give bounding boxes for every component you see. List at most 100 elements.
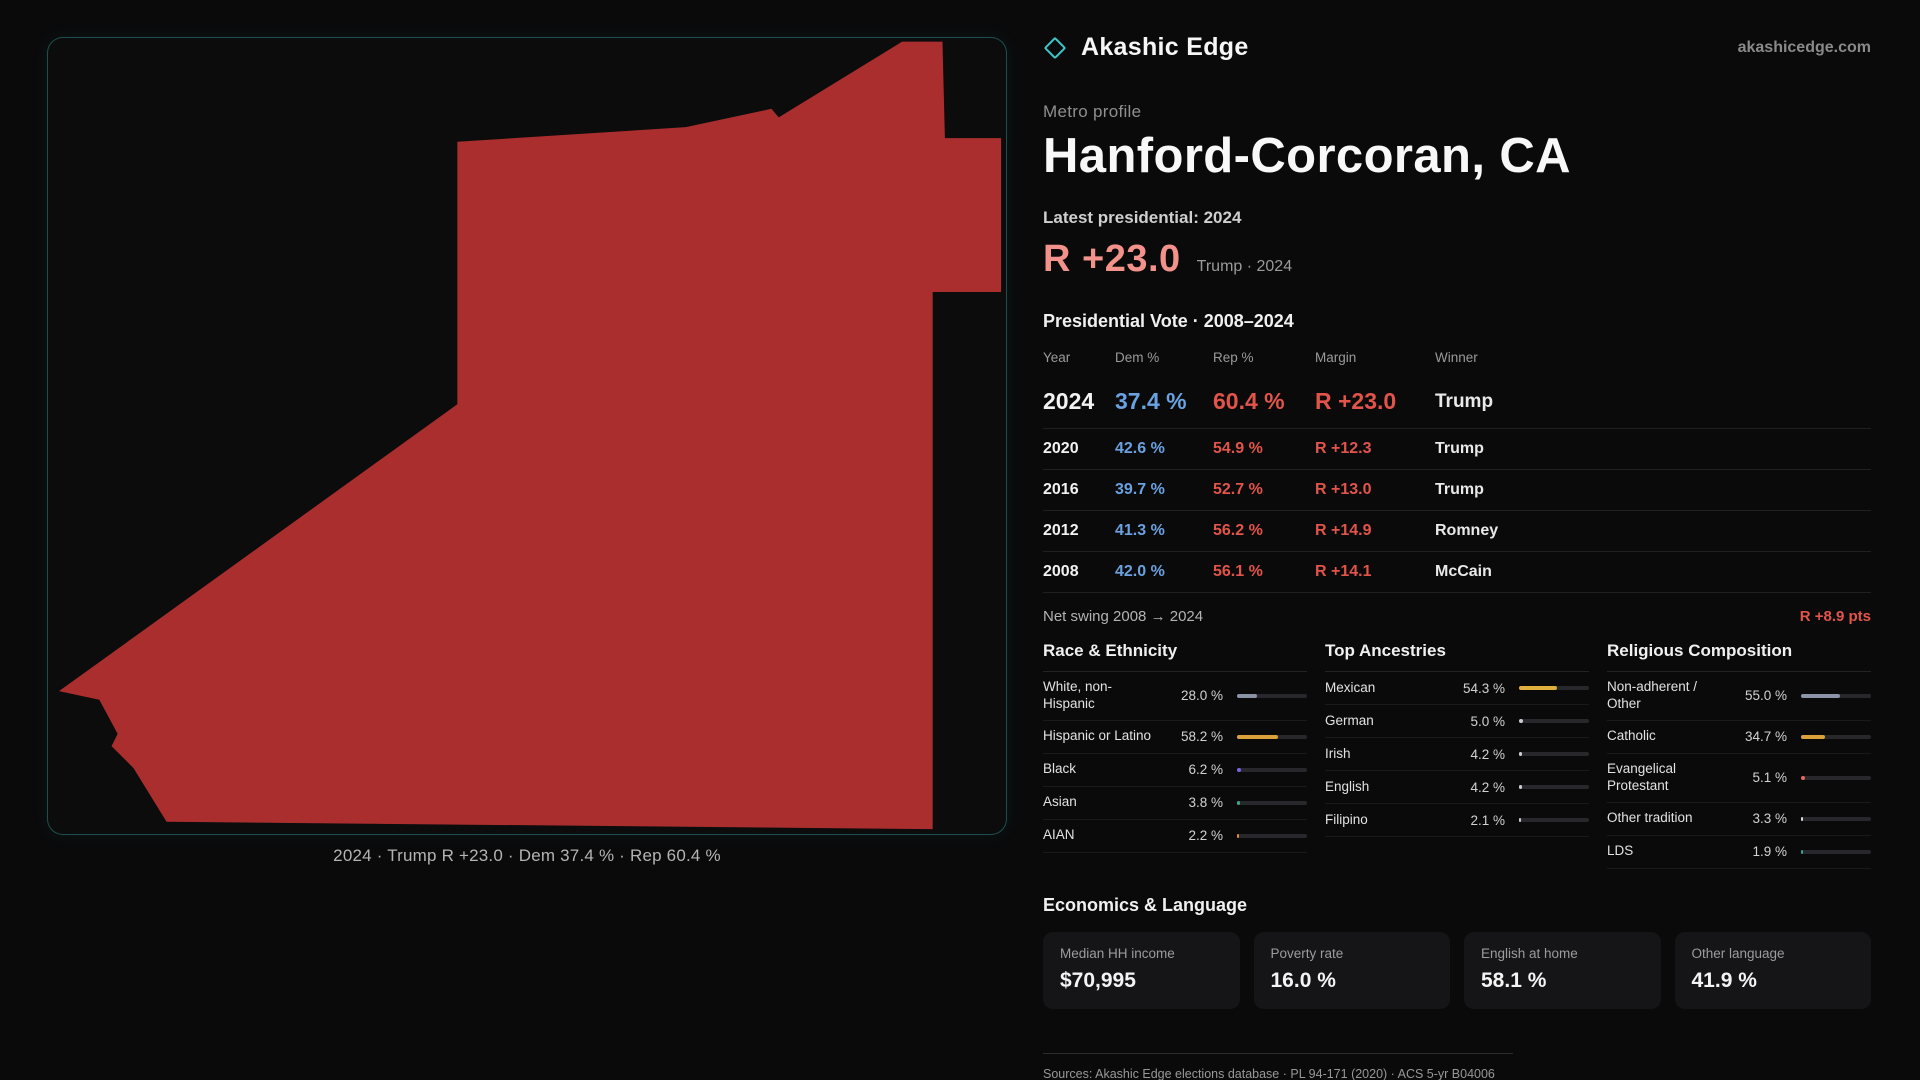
demo-value: 4.2 %: [1470, 746, 1505, 762]
brand-domain-link[interactable]: akashicedge.com: [1737, 38, 1871, 56]
demo-row: Catholic 34.7 %: [1607, 721, 1871, 754]
net-swing-label: Net swing 2008 → 2024: [1043, 608, 1204, 625]
vote-table-title: Presidential Vote · 2008–2024: [1043, 311, 1294, 331]
stat-label: Median HH income: [1060, 945, 1175, 961]
demo-bar-fill: [1237, 734, 1278, 739]
stat-label: English at home: [1481, 945, 1578, 961]
vote-margin: R +13.0: [1315, 481, 1372, 498]
demo-bar-fill: [1801, 734, 1826, 739]
county-map: [47, 37, 1007, 835]
vote-winner: Trump: [1435, 440, 1484, 457]
demo-label: White, non-Hispanic: [1043, 679, 1113, 711]
demo-bar: [1519, 785, 1589, 789]
vote-rep-share: 54.9 %: [1213, 440, 1263, 457]
demo-label: Asian: [1043, 794, 1077, 810]
demo-label: Black: [1043, 761, 1077, 777]
demo-row: Black 6.2 %: [1043, 754, 1307, 787]
demo-row: Mexican 54.3 %: [1325, 672, 1589, 705]
latest-presidential-label: Latest presidential: 2024: [1043, 208, 1242, 227]
demo-row: Other tradition 3.3 %: [1607, 803, 1871, 836]
demo-value: 54.3 %: [1462, 680, 1505, 696]
demo-row: White, non-Hispanic 28.0 %: [1043, 672, 1307, 721]
vote-dem-share: 37.4 %: [1115, 388, 1187, 414]
demo-col-title: Religious Composition: [1607, 641, 1871, 672]
stat-label: Poverty rate: [1270, 945, 1344, 961]
demo-bar: [1801, 849, 1871, 854]
vote-row-2020: 2020 42.6 % 54.9 % R +12.3 Trump: [1043, 429, 1871, 470]
demo-label: English: [1325, 778, 1370, 794]
brand-header: Akashic Edge akashicedge.com: [1043, 33, 1871, 62]
col-dem: Dem %: [1115, 350, 1160, 365]
stat-card: English at home 58.1 %: [1464, 931, 1661, 1009]
demo-bar: [1801, 775, 1871, 780]
demo-value: 3.8 %: [1188, 795, 1223, 811]
demo-value: 3.3 %: [1752, 811, 1787, 826]
demo-value: 1.9 %: [1752, 844, 1787, 859]
demo-value: 2.2 %: [1188, 828, 1223, 844]
demo-label: Evangelical Protestant: [1607, 760, 1677, 793]
vote-table: Year Dem % Rep % Margin Winner 2024 37.4 …: [1043, 344, 1871, 625]
eyebrow-label: Metro profile: [1043, 102, 1142, 121]
vote-margin: R +23.0: [1315, 388, 1397, 414]
demo-label: German: [1325, 712, 1374, 728]
demo-bar-fill: [1801, 693, 1840, 698]
demo-col-title: Race & Ethnicity: [1043, 641, 1307, 672]
headline-margin-value: R +23.0: [1043, 238, 1181, 280]
col-rep: Rep %: [1213, 350, 1254, 365]
econ-cards: Median HH income $70,995 Poverty rate 16.0 …: [1043, 931, 1871, 1009]
demo-bar: [1237, 693, 1307, 698]
demo-row: Filipino 2.1 %: [1325, 804, 1589, 837]
demo-bar-fill: [1519, 752, 1522, 756]
vote-winner: McCain: [1435, 563, 1492, 580]
demo-bar: [1237, 833, 1307, 838]
demo-label: Non-adherent / Other: [1607, 679, 1698, 711]
demo-bar-fill: [1519, 785, 1522, 789]
demo-col-title: Top Ancestries: [1325, 641, 1589, 672]
demo-bar-fill: [1237, 833, 1239, 838]
vote-year: 2020: [1043, 440, 1079, 457]
demo-bar: [1801, 734, 1871, 739]
demo-row: AIAN 2.2 %: [1043, 820, 1307, 853]
demo-bar: [1801, 693, 1871, 698]
vote-rep-share: 56.1 %: [1213, 563, 1263, 580]
vote-margin: R +14.9: [1315, 522, 1372, 539]
net-swing-row: Net swing 2008 → 2024 R +8.9 pts: [1043, 593, 1871, 625]
vote-dem-share: 39.7 %: [1115, 481, 1165, 498]
demo-value: 34.7 %: [1744, 729, 1787, 745]
demo-bar: [1519, 752, 1589, 756]
vote-rep-share: 56.2 %: [1213, 522, 1263, 539]
headline-margin: R +23.0 Trump · 2024: [1043, 238, 1871, 281]
vote-row-2012: 2012 41.3 % 56.2 % R +14.9 Romney: [1043, 511, 1871, 552]
demo-row: Hispanic or Latino 58.2 %: [1043, 721, 1307, 754]
demo-bar: [1519, 686, 1589, 690]
demo-bar: [1237, 767, 1307, 772]
demo-bar-fill: [1519, 719, 1523, 723]
demo-value: 55.0 %: [1744, 688, 1787, 704]
demo-rows-ancestries: Mexican 54.3 % German 5.0 % Irish 4.2 % Englis…: [1325, 672, 1589, 837]
vote-dem-share: 42.0 %: [1115, 563, 1165, 580]
demo-bar: [1801, 816, 1871, 821]
demo-bar-fill: [1801, 775, 1805, 780]
vote-table-header: Year Dem % Rep % Margin Winner: [1043, 344, 1871, 375]
stat-value: 16.0 %: [1270, 968, 1336, 992]
col-year: Year: [1043, 350, 1071, 365]
footer: Sources: Akashic Edge elections database…: [1043, 1052, 1513, 1080]
demo-value: 6.2 %: [1188, 762, 1223, 778]
footer-sources: Sources: Akashic Edge elections database…: [1043, 1066, 1495, 1080]
vote-rows: 2024 37.4 % 60.4 % R +23.0 Trump 2020 42.6 % 54…: [1043, 375, 1871, 593]
vote-row-2024: 2024 37.4 % 60.4 % R +23.0 Trump: [1043, 375, 1871, 429]
demo-row: English 4.2 %: [1325, 771, 1589, 804]
stat-card: Other language 41.9 %: [1674, 931, 1871, 1009]
demo-value: 5.0 %: [1470, 713, 1505, 729]
demo-row: LDS 1.9 %: [1607, 836, 1871, 869]
vote-year: 2012: [1043, 522, 1079, 539]
headline-margin-context: Trump · 2024: [1196, 258, 1293, 275]
demographics-section: Race & Ethnicity White, non-Hispanic 28.0…: [1043, 641, 1871, 869]
vote-year: 2016: [1043, 481, 1079, 498]
col-winner: Winner: [1435, 350, 1478, 365]
demo-bar: [1519, 818, 1589, 822]
vote-rep-share: 60.4 %: [1213, 388, 1285, 414]
brand-name: Akashic Edge: [1081, 33, 1249, 61]
brand-diamond-icon: [1043, 36, 1067, 59]
